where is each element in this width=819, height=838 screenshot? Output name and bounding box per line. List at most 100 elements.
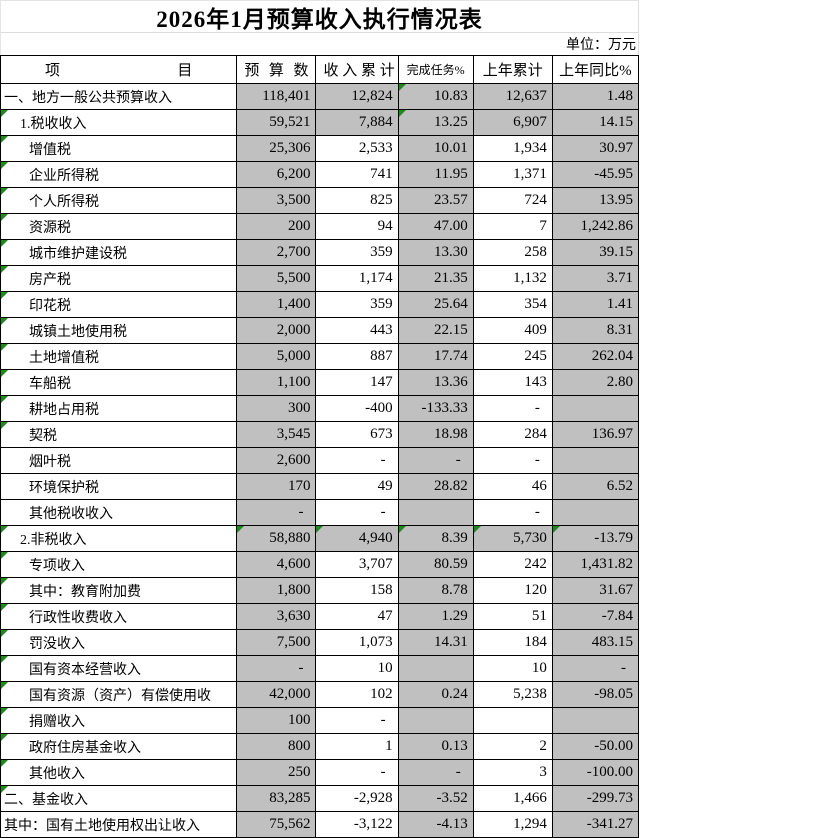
value-cell[interactable]: 2,600 <box>236 447 317 474</box>
value-cell[interactable] <box>551 447 640 474</box>
value-cell[interactable]: -3,122 <box>315 811 399 838</box>
value-cell[interactable]: - <box>236 655 317 682</box>
item-cell[interactable]: 契税 <box>0 421 238 448</box>
item-cell[interactable]: 政府住房基金收入 <box>0 733 238 760</box>
value-cell[interactable]: 5,000 <box>236 343 317 370</box>
item-cell[interactable]: 耕地占用税 <box>0 395 238 422</box>
value-cell[interactable]: -13.79 <box>551 525 640 552</box>
value-cell[interactable]: -100.00 <box>551 759 640 786</box>
col-header-yoy-pct[interactable]: 上年同比% <box>551 55 640 84</box>
value-cell[interactable]: 30.97 <box>551 135 640 162</box>
value-cell[interactable]: 2,000 <box>236 317 317 344</box>
value-cell[interactable]: 800 <box>236 733 317 760</box>
value-cell[interactable]: 83,285 <box>236 785 317 812</box>
value-cell[interactable]: - <box>472 395 553 422</box>
value-cell[interactable]: 5,500 <box>236 265 317 292</box>
value-cell[interactable]: -133.33 <box>397 395 474 422</box>
value-cell[interactable]: - <box>551 655 640 682</box>
value-cell[interactable]: -3.52 <box>397 785 474 812</box>
item-cell[interactable]: 捐赠收入 <box>0 707 238 734</box>
value-cell[interactable]: - <box>315 707 399 734</box>
value-cell[interactable]: 1,934 <box>472 135 553 162</box>
value-cell[interactable]: 14.31 <box>397 629 474 656</box>
value-cell[interactable]: - <box>315 759 399 786</box>
item-cell[interactable]: 城市维护建设税 <box>0 239 238 266</box>
value-cell[interactable]: 59,521 <box>236 109 317 136</box>
value-cell[interactable]: 7,884 <box>315 109 399 136</box>
value-cell[interactable]: 200 <box>236 213 317 240</box>
value-cell[interactable]: 3,500 <box>236 187 317 214</box>
item-cell[interactable]: 企业所得税 <box>0 161 238 188</box>
value-cell[interactable]: 1,242.86 <box>551 213 640 240</box>
value-cell[interactable]: -98.05 <box>551 681 640 708</box>
value-cell[interactable]: 1,466 <box>472 785 553 812</box>
value-cell[interactable]: - <box>397 447 474 474</box>
value-cell[interactable]: 1.41 <box>551 291 640 318</box>
value-cell[interactable]: 18.98 <box>397 421 474 448</box>
value-cell[interactable]: 94 <box>315 213 399 240</box>
value-cell[interactable]: 483.15 <box>551 629 640 656</box>
value-cell[interactable]: 250 <box>236 759 317 786</box>
value-cell[interactable]: 825 <box>315 187 399 214</box>
value-cell[interactable]: - <box>472 499 553 526</box>
value-cell[interactable]: 1,800 <box>236 577 317 604</box>
value-cell[interactable]: 13.30 <box>397 239 474 266</box>
col-header-item[interactable]: 项 目 <box>0 55 238 84</box>
value-cell[interactable]: 1.29 <box>397 603 474 630</box>
value-cell[interactable]: 1.48 <box>551 83 640 110</box>
value-cell[interactable]: 51 <box>472 603 553 630</box>
value-cell[interactable] <box>472 707 553 734</box>
value-cell[interactable]: 75,562 <box>236 811 317 838</box>
item-cell[interactable]: 其中：国有土地使用权出让收入 <box>0 811 238 838</box>
value-cell[interactable]: 10 <box>315 655 399 682</box>
value-cell[interactable]: -7.84 <box>551 603 640 630</box>
value-cell[interactable]: 3,707 <box>315 551 399 578</box>
value-cell[interactable]: - <box>236 499 317 526</box>
value-cell[interactable]: 1,294 <box>472 811 553 838</box>
item-cell[interactable]: 房产税 <box>0 265 238 292</box>
value-cell[interactable]: 12,824 <box>315 83 399 110</box>
value-cell[interactable]: 242 <box>472 551 553 578</box>
value-cell[interactable]: 1,174 <box>315 265 399 292</box>
report-title-cell[interactable]: 2026年1月预算收入执行情况表 <box>0 0 639 33</box>
item-cell[interactable]: 国有资本经营收入 <box>0 655 238 682</box>
value-cell[interactable]: 2 <box>472 733 553 760</box>
value-cell[interactable]: 3.71 <box>551 265 640 292</box>
item-cell[interactable]: 一、地方一般公共预算收入 <box>0 83 238 110</box>
item-cell[interactable]: 其他收入 <box>0 759 238 786</box>
value-cell[interactable]: 1,132 <box>472 265 553 292</box>
value-cell[interactable]: - <box>315 499 399 526</box>
value-cell[interactable]: 7 <box>472 213 553 240</box>
value-cell[interactable]: 3,545 <box>236 421 317 448</box>
value-cell[interactable]: 6.52 <box>551 473 640 500</box>
value-cell[interactable]: 14.15 <box>551 109 640 136</box>
value-cell[interactable]: 887 <box>315 343 399 370</box>
value-cell[interactable]: 1,400 <box>236 291 317 318</box>
col-header-completion-pct[interactable]: 完成任务% <box>397 55 474 84</box>
value-cell[interactable]: 673 <box>315 421 399 448</box>
value-cell[interactable]: 359 <box>315 239 399 266</box>
item-cell[interactable]: 国有资源（资产）有偿使用收 <box>0 681 238 708</box>
item-cell[interactable]: 其中：教育附加费 <box>0 577 238 604</box>
item-cell[interactable]: 资源税 <box>0 213 238 240</box>
value-cell[interactable]: 25,306 <box>236 135 317 162</box>
item-cell[interactable]: 车船税 <box>0 369 238 396</box>
value-cell[interactable]: 47 <box>315 603 399 630</box>
value-cell[interactable] <box>551 395 640 422</box>
value-cell[interactable]: 10 <box>472 655 553 682</box>
value-cell[interactable]: 3 <box>472 759 553 786</box>
value-cell[interactable]: - <box>315 447 399 474</box>
value-cell[interactable]: 1,431.82 <box>551 551 640 578</box>
value-cell[interactable]: 136.97 <box>551 421 640 448</box>
value-cell[interactable] <box>397 499 474 526</box>
value-cell[interactable]: -2,928 <box>315 785 399 812</box>
value-cell[interactable]: 1,371 <box>472 161 553 188</box>
unit-label[interactable]: 单位：万元 <box>566 38 636 53</box>
item-cell[interactable]: 2.非税收入 <box>0 525 238 552</box>
value-cell[interactable]: 245 <box>472 343 553 370</box>
value-cell[interactable]: 3,630 <box>236 603 317 630</box>
item-cell[interactable]: 增值税 <box>0 135 238 162</box>
item-cell[interactable]: 专项收入 <box>0 551 238 578</box>
value-cell[interactable]: 741 <box>315 161 399 188</box>
value-cell[interactable]: 300 <box>236 395 317 422</box>
